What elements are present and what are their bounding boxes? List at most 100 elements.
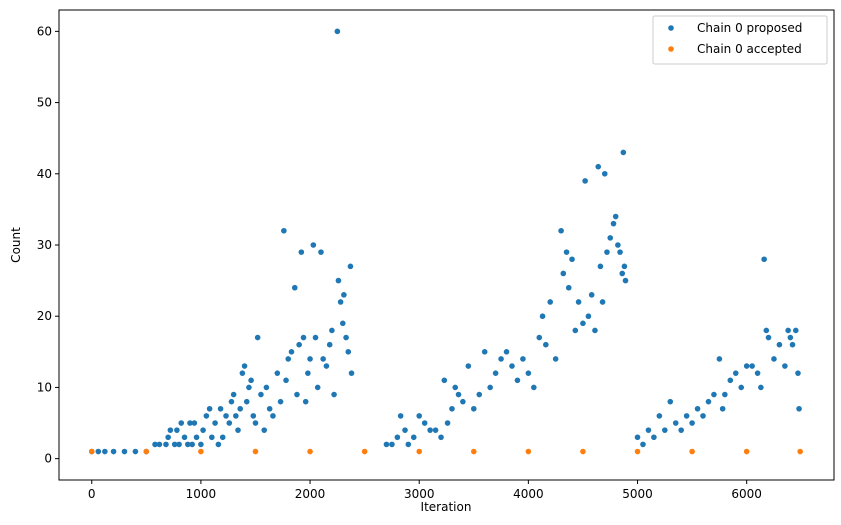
data-point: [320, 356, 326, 362]
data-point: [438, 434, 444, 441]
data-point: [252, 420, 259, 426]
data-point: [520, 356, 526, 362]
data-point: [599, 299, 606, 305]
x-tick-label: 5000: [622, 487, 653, 501]
data-point: [525, 370, 532, 376]
data-point: [796, 405, 802, 412]
data-point: [217, 405, 224, 412]
legend-marker-accepted: [668, 46, 674, 52]
data-point: [291, 284, 298, 291]
x-tick-label: 6000: [731, 487, 762, 501]
data-point: [248, 377, 254, 384]
data-point: [582, 178, 588, 184]
data-point: [749, 363, 755, 369]
data-point: [226, 420, 233, 426]
legend-label-accepted: Chain 0 accepted: [697, 42, 802, 56]
data-point: [711, 391, 717, 398]
data-point: [310, 242, 317, 248]
data-point: [191, 420, 198, 426]
y-tick-label: 60: [37, 24, 52, 38]
data-point: [193, 434, 200, 441]
y-axis-ticks: 0 10 20 30 40 50 60: [37, 24, 59, 466]
data-point: [341, 292, 347, 298]
data-point: [212, 420, 218, 426]
data-point: [174, 427, 180, 433]
y-tick-label: 50: [37, 96, 52, 110]
data-point: [597, 263, 604, 270]
data-point: [782, 363, 788, 369]
data-point: [560, 270, 567, 277]
data-point: [95, 448, 102, 455]
data-point: [634, 448, 641, 455]
data-point: [329, 327, 335, 334]
data-point: [610, 220, 617, 227]
data-point: [785, 327, 791, 334]
data-point: [621, 263, 628, 270]
data-point: [206, 405, 213, 412]
data-point: [323, 363, 330, 369]
data-point: [416, 448, 423, 455]
data-point: [662, 427, 668, 433]
data-point: [719, 405, 726, 412]
data-point: [331, 391, 337, 398]
data-point: [281, 227, 287, 234]
data-point: [771, 356, 777, 362]
data-point: [683, 413, 690, 419]
data-point: [307, 448, 313, 455]
data-point: [732, 370, 739, 376]
data-point: [230, 391, 237, 398]
data-point: [389, 441, 395, 448]
data-point: [219, 434, 226, 441]
x-axis-ticks: 0 1000 2000 3000 4000 5000 6000: [88, 480, 762, 501]
data-point: [383, 441, 390, 448]
data-point: [270, 413, 276, 419]
data-point: [294, 391, 300, 398]
data-point: [171, 441, 178, 448]
data-point: [487, 384, 493, 391]
x-tick-label: 1000: [186, 487, 217, 501]
data-point: [258, 391, 264, 398]
data-point: [470, 448, 477, 455]
y-tick-label: 40: [37, 167, 52, 181]
x-tick-label: 2000: [295, 487, 326, 501]
data-point: [580, 320, 586, 327]
data-point: [326, 341, 333, 348]
data-point: [254, 334, 261, 341]
data-point: [601, 170, 608, 177]
data-point: [672, 420, 679, 426]
data-point: [503, 349, 510, 355]
data-point: [239, 370, 246, 376]
data-point: [305, 370, 311, 376]
data-point: [604, 249, 610, 255]
data-point: [283, 377, 289, 384]
x-axis-label: Iteration: [421, 500, 472, 514]
legend-marker-proposed: [668, 25, 674, 31]
data-point: [187, 420, 193, 426]
data-point: [410, 434, 417, 441]
data-point: [233, 413, 239, 419]
data-point: [402, 427, 408, 433]
data-point: [347, 263, 354, 270]
data-point: [738, 384, 745, 391]
data-point: [588, 292, 595, 298]
data-point: [619, 270, 626, 277]
data-point: [88, 448, 95, 455]
data-point: [514, 377, 521, 384]
data-point: [585, 313, 592, 320]
data-point: [727, 377, 734, 384]
data-point: [163, 441, 169, 448]
data-point: [612, 213, 619, 220]
x-tick-label: 3000: [404, 487, 435, 501]
data-point: [754, 370, 761, 376]
x-tick-label: 0: [88, 487, 96, 501]
legend-box: [652, 15, 828, 65]
data-point: [758, 384, 764, 391]
data-point: [449, 405, 455, 412]
data-point: [167, 427, 174, 433]
data-point: [563, 249, 570, 255]
data-point: [651, 434, 657, 441]
data-point: [203, 413, 210, 419]
data-point: [185, 441, 191, 448]
data-point: [209, 434, 215, 441]
